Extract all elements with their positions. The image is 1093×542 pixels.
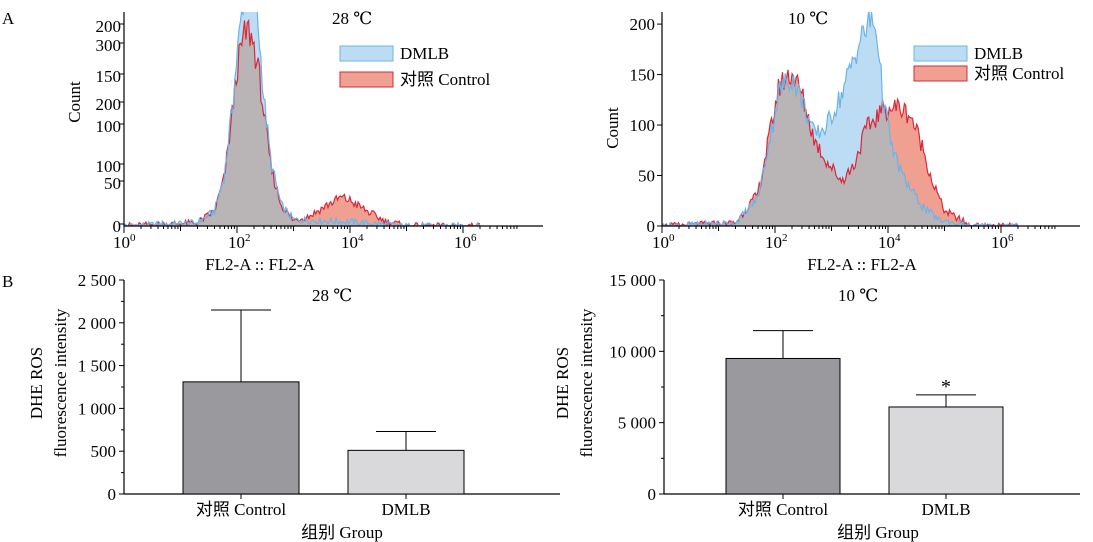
panel-b-label: B: [2, 272, 13, 291]
legend-label-control: 对照 Control: [974, 64, 1064, 83]
y-tick-label: 10 000: [609, 342, 656, 361]
histogram-10c-legend: DMLB 对照 Control: [913, 44, 1064, 83]
y-tick-label: 2 500: [78, 271, 116, 290]
y-tick-label: 1 500: [78, 357, 116, 376]
histogram-10c-xtick-label: 102: [765, 232, 788, 252]
histogram-28c: 28 ℃ FL2-A :: FL2-A Count 200 300 150 20…: [65, 9, 543, 274]
bar-chart-10c: 10 ℃ DHE ROS fluorescence intensity 组别 G…: [553, 271, 1080, 542]
histogram-28c-ytick-label: 200: [96, 17, 122, 36]
histogram-28c-ylabel: Count: [65, 81, 84, 123]
bar-chart-28c-ylabel: fluorescence intensity: [51, 308, 70, 457]
histogram-28c-ytick-label: 50: [104, 174, 121, 193]
legend-swatch-dmlb: [339, 45, 394, 62]
histogram-10c-xtick-label: 106: [991, 232, 1014, 252]
bar-chart-28c-xlabel: 组别 Group: [301, 523, 383, 542]
histogram-10c-xtick-label: 100: [652, 232, 675, 252]
bar-chart-28c-title: 28 ℃: [312, 286, 352, 305]
histogram-28c-xlabel: FL2-A :: FL2-A: [205, 255, 315, 274]
y-tick-label: 2 000: [78, 314, 116, 333]
series-line-dmlb: [662, 12, 1019, 226]
histogram-28c-ytick-label: 150: [96, 67, 122, 86]
x-tick-label: DMLB: [921, 500, 970, 519]
histogram-10c-xlabel: FL2-A :: FL2-A: [807, 255, 917, 274]
histogram-plot-area: [124, 12, 481, 226]
histogram-plot-area: [662, 12, 1019, 226]
y-tick-label: 0: [647, 217, 656, 236]
bar-chart-28c: 28 ℃ DHE ROS fluorescence intensity 组别 G…: [27, 271, 560, 542]
y-tick-label: 50: [638, 167, 655, 186]
legend-swatch-control: [339, 71, 394, 88]
series-fill-overlap: [662, 76, 1018, 226]
histogram-28c-xtick-label: 100: [113, 232, 136, 252]
panel-a-label: A: [2, 9, 15, 28]
x-tick-label: 对照 Control: [738, 500, 828, 519]
series-fill-dmlb: [662, 12, 1018, 226]
legend-label-dmlb: DMLB: [400, 44, 449, 63]
bar-chart-10c-ylabel: fluorescence intensity: [577, 308, 596, 457]
bar: [182, 381, 300, 495]
bar-chart-28c-ylabel: DHE ROS: [27, 347, 46, 419]
histogram-28c-ytick-label: 300: [96, 36, 122, 55]
bar-chart-10c-xlabel: 组别 Group: [837, 523, 919, 542]
x-tick-label: DMLB: [381, 500, 430, 519]
histogram-28c-ytick-label: 100: [96, 157, 122, 176]
histogram-10c-xtick-label: 104: [878, 232, 901, 252]
bar: [347, 449, 465, 495]
y-tick-label: 0: [648, 485, 657, 504]
series-line-control: [124, 18, 481, 226]
series-line-dmlb: [124, 12, 481, 226]
y-tick-label: 5 000: [618, 414, 656, 433]
histogram-28c-ytick-label: 200: [96, 95, 122, 114]
histogram-10c-ylabel: Count: [603, 107, 622, 149]
histogram-28c-legend: DMLB 对照 Control: [339, 44, 490, 89]
y-tick-label: 0: [108, 485, 117, 504]
histogram-28c-ytick-label: 0: [113, 217, 122, 236]
x-tick-label: 对照 Control: [196, 500, 286, 519]
y-tick-label: 15 000: [609, 271, 656, 290]
histogram-28c-xtick-label: 104: [341, 232, 364, 252]
legend-swatch-dmlb: [913, 45, 968, 62]
significance-marker: *: [941, 376, 951, 398]
y-tick-label: 500: [91, 442, 117, 461]
bar-chart-10c-ylabel: DHE ROS: [553, 347, 572, 419]
y-tick-label: 100: [630, 116, 656, 135]
legend-swatch-control: [913, 65, 968, 82]
series-fill-dmlb: [124, 12, 480, 226]
y-tick-label: 1 000: [78, 399, 116, 418]
legend-label-control: 对照 Control: [400, 70, 490, 89]
y-tick-label: 150: [630, 66, 656, 85]
histogram-28c-ytick-label: 100: [96, 117, 122, 136]
histogram-10c-title: 10 ℃: [788, 9, 828, 28]
histogram-28c-title: 28 ℃: [332, 9, 372, 28]
bar: [725, 357, 841, 495]
histogram-28c-xtick-label: 102: [228, 232, 251, 252]
histogram-28c-xtick-label: 106: [454, 232, 477, 252]
bar-chart-10c-title: 10 ℃: [838, 286, 878, 305]
bar: [888, 406, 1004, 495]
histogram-10c: 10 ℃ FL2-A :: FL2-A Count 100 102 104 10…: [603, 9, 1080, 274]
y-tick-label: 200: [630, 15, 656, 34]
legend-label-dmlb: DMLB: [974, 44, 1023, 63]
series-fill-control: [662, 69, 1018, 226]
